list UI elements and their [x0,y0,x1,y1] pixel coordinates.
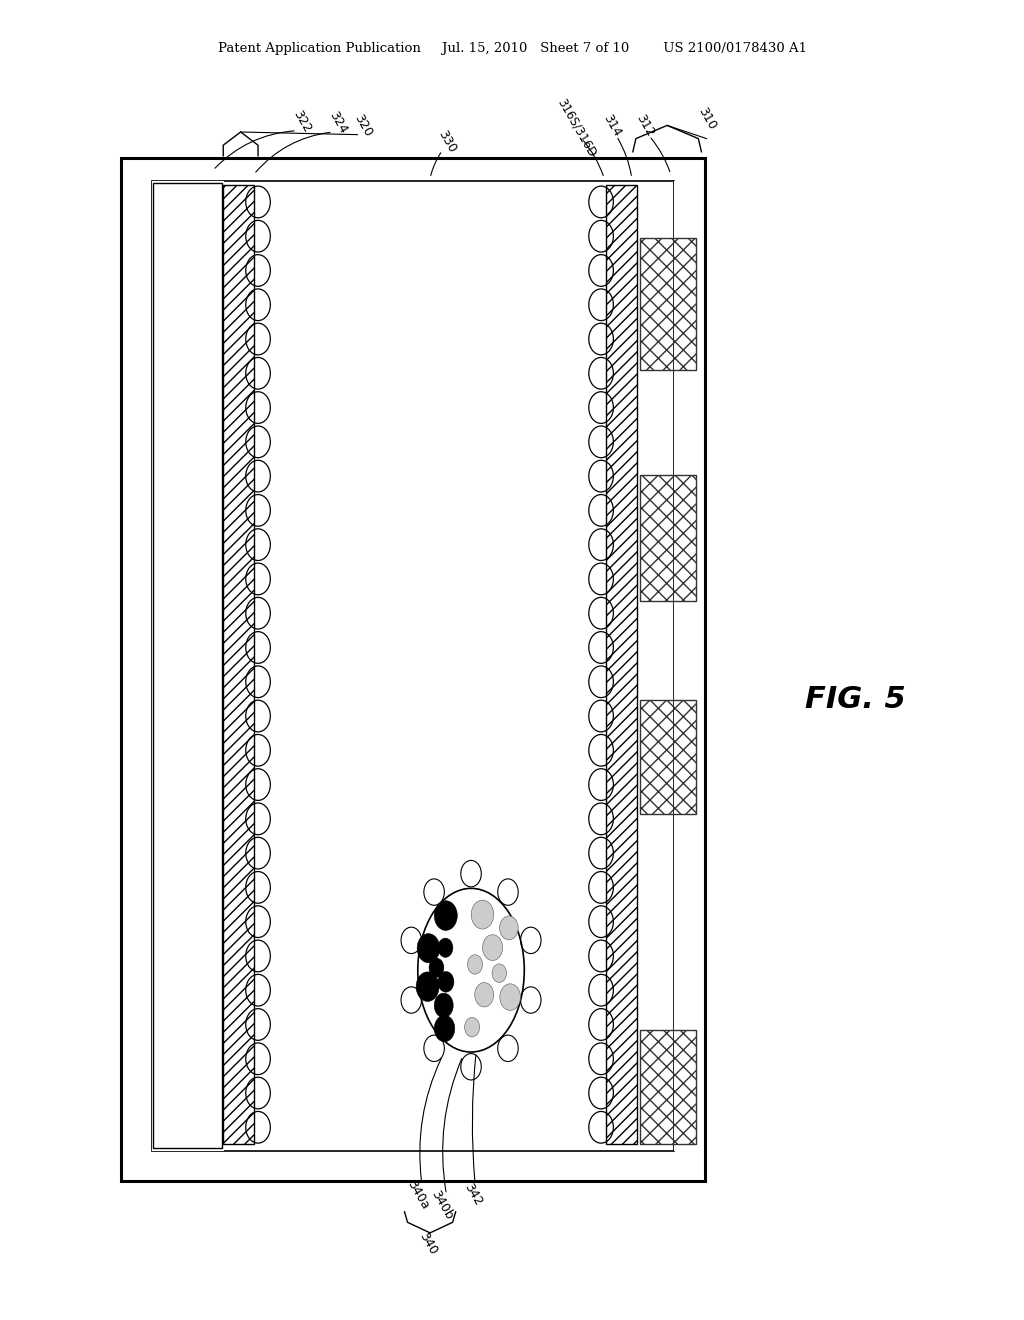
Text: 330: 330 [436,128,459,154]
Text: 312: 312 [634,112,656,139]
Circle shape [434,900,458,931]
Bar [640,700,696,814]
Circle shape [438,972,454,993]
Bar [640,1030,696,1144]
Text: 316S/316D: 316S/316D [555,96,598,160]
Bar [640,238,696,370]
Ellipse shape [418,888,524,1052]
Text: 320: 320 [352,112,375,139]
Bar [121,158,705,1181]
Text: 310: 310 [695,106,718,132]
Text: 314: 314 [601,112,624,139]
Bar [152,181,223,1151]
Text: 324: 324 [327,110,349,136]
Circle shape [468,954,482,974]
Circle shape [482,935,503,961]
Circle shape [493,964,507,982]
Circle shape [434,1015,455,1041]
Bar [152,181,674,1151]
Circle shape [500,983,520,1010]
Circle shape [465,1018,479,1038]
Text: 322: 322 [291,108,313,135]
Text: 342: 342 [462,1181,484,1208]
Bar [152,181,224,1151]
Circle shape [429,958,443,977]
Circle shape [475,982,494,1007]
Circle shape [500,916,518,940]
Text: Patent Application Publication     Jul. 15, 2010   Sheet 7 of 10        US 2100/: Patent Application Publication Jul. 15, … [217,42,807,55]
Bar [674,181,696,1151]
Circle shape [438,939,453,957]
Circle shape [471,900,494,929]
Bar [640,475,696,601]
Text: FIG. 5: FIG. 5 [805,685,905,714]
Circle shape [416,972,439,1002]
Text: 340: 340 [417,1230,439,1257]
Bar [606,185,637,1144]
Circle shape [434,993,454,1018]
Bar [153,183,222,1148]
Circle shape [417,933,439,962]
Text: 340b: 340b [429,1188,456,1222]
Bar [223,185,254,1144]
Text: 340a: 340a [404,1177,431,1212]
